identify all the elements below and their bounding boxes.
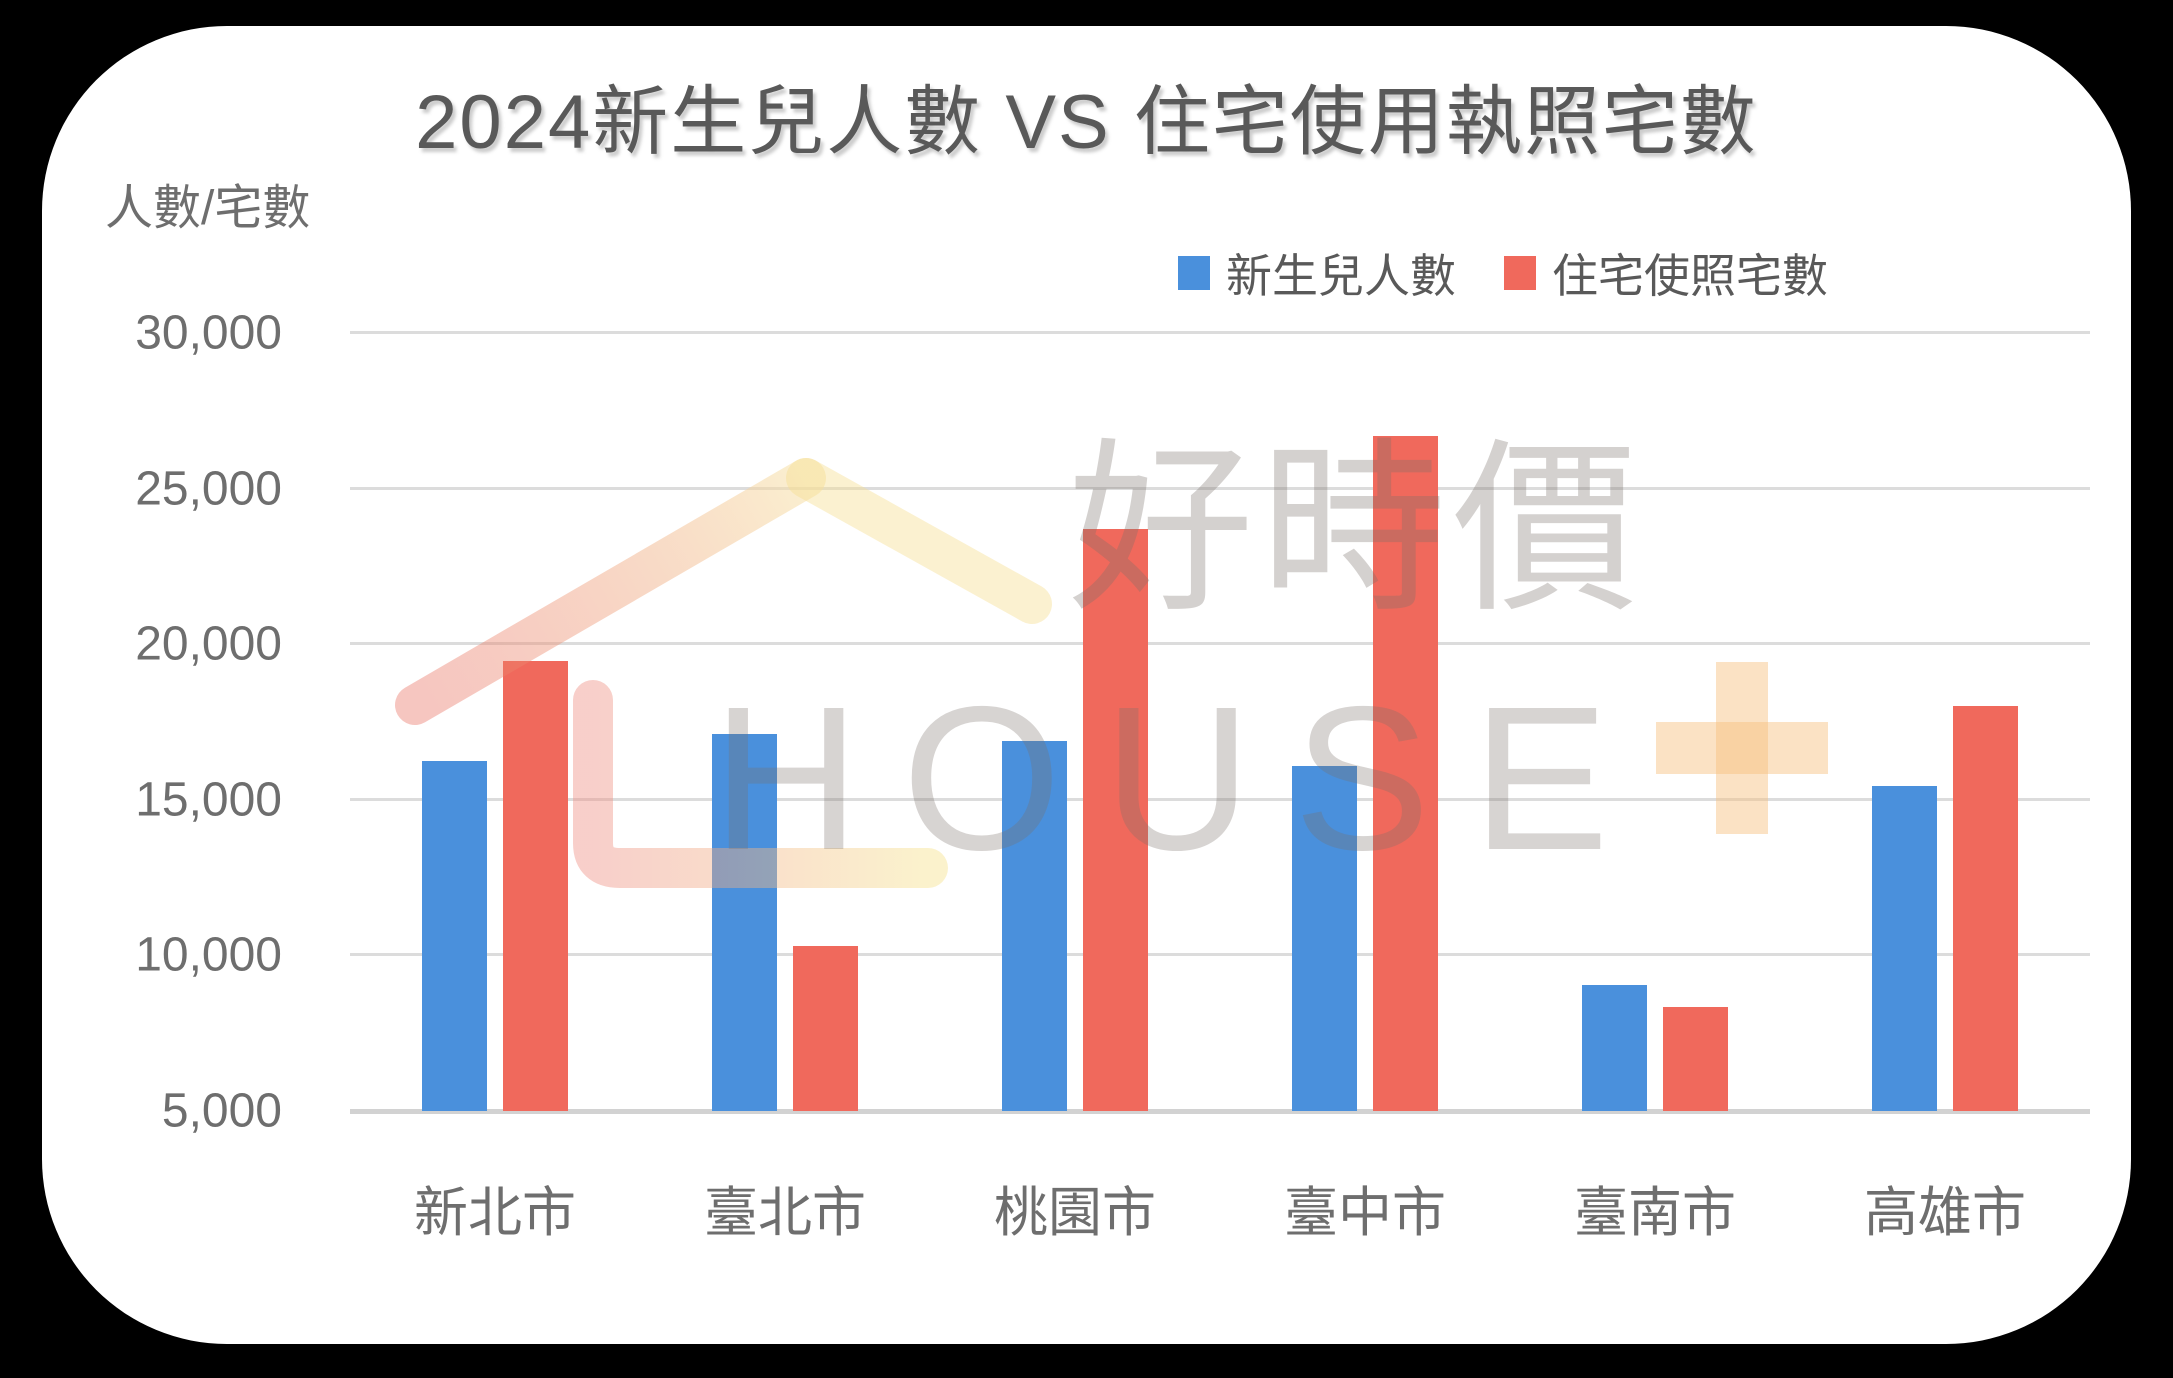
- x-label-高雄市: 高雄市: [1864, 1183, 2026, 1243]
- plot-area: [350, 331, 2090, 1114]
- legend-swatch-blue: [1178, 256, 1210, 290]
- legend-swatch-red: [1504, 256, 1536, 290]
- y-tick-label: 10,000: [135, 928, 282, 982]
- y-axis-title: 人數/宅數: [105, 182, 311, 235]
- bar-groups: [350, 333, 2090, 1111]
- x-label-新北市: 新北市: [414, 1183, 576, 1243]
- x-label-桃園市: 桃園市: [994, 1183, 1156, 1243]
- bar-新生兒人數-新北市: [422, 760, 487, 1111]
- y-tick-label: 30,000: [135, 306, 282, 360]
- bar-新生兒人數-臺北市: [712, 734, 777, 1111]
- y-tick-label: 5,000: [161, 1084, 282, 1138]
- y-tick-label: 20,000: [135, 617, 282, 671]
- bar-新生兒人數-臺南市: [1582, 984, 1647, 1111]
- x-axis-labels: 新北市 臺北市 桃園市 臺中市 臺南市 高雄市: [350, 1168, 2090, 1247]
- x-label-臺北市: 臺北市: [704, 1183, 866, 1243]
- bar-住宅使照宅數-新北市: [503, 661, 568, 1111]
- legend-label: 住宅使照宅數: [1552, 250, 1828, 302]
- bar-group-新北市: [350, 333, 640, 1111]
- bar-住宅使照宅數-高雄市: [1953, 706, 2018, 1111]
- bar-group-桃園市: [930, 333, 1220, 1111]
- bar-group-高雄市: [1800, 333, 2090, 1111]
- y-tick-label: 15,000: [135, 773, 282, 827]
- gridline-20000: [350, 642, 2090, 646]
- x-label-臺中市: 臺中市: [1284, 1183, 1446, 1243]
- bar-新生兒人數-桃園市: [1002, 740, 1067, 1111]
- gridline-30000: [350, 331, 2090, 334]
- bar-住宅使照宅數-臺中市: [1373, 435, 1438, 1111]
- bar-住宅使照宅數-臺南市: [1663, 1006, 1728, 1111]
- gridline-10000: [350, 953, 2090, 957]
- gridline-15000: [350, 797, 2090, 801]
- bar-group-臺南市: [1510, 333, 1800, 1111]
- bar-group-臺北市: [640, 333, 930, 1111]
- x-label-臺南市: 臺南市: [1574, 1183, 1736, 1243]
- chart-title: 2024新生兒人數 VS 住宅使用執照宅數: [415, 80, 1758, 165]
- bar-住宅使照宅數-桃園市: [1083, 529, 1148, 1111]
- gridline-5000: [350, 1109, 2090, 1114]
- y-tick-label: 25,000: [135, 462, 282, 516]
- bar-住宅使照宅數-臺北市: [793, 946, 858, 1111]
- bar-新生兒人數-臺中市: [1292, 765, 1357, 1111]
- y-axis-tick-labels: 30,000 25,000 20,000 15,000 10,000 5,000: [0, 307, 282, 1138]
- bar-group-臺中市: [1220, 333, 1510, 1111]
- bar-新生兒人數-高雄市: [1872, 785, 1937, 1111]
- gridline-25000: [350, 486, 2090, 490]
- legend-label: 新生兒人數: [1226, 250, 1456, 302]
- legend: 新生兒人數 住宅使照宅數: [1178, 240, 1828, 306]
- legend-item-licenses: 住宅使照宅數: [1504, 240, 1828, 306]
- legend-item-newborns: 新生兒人數: [1178, 240, 1456, 306]
